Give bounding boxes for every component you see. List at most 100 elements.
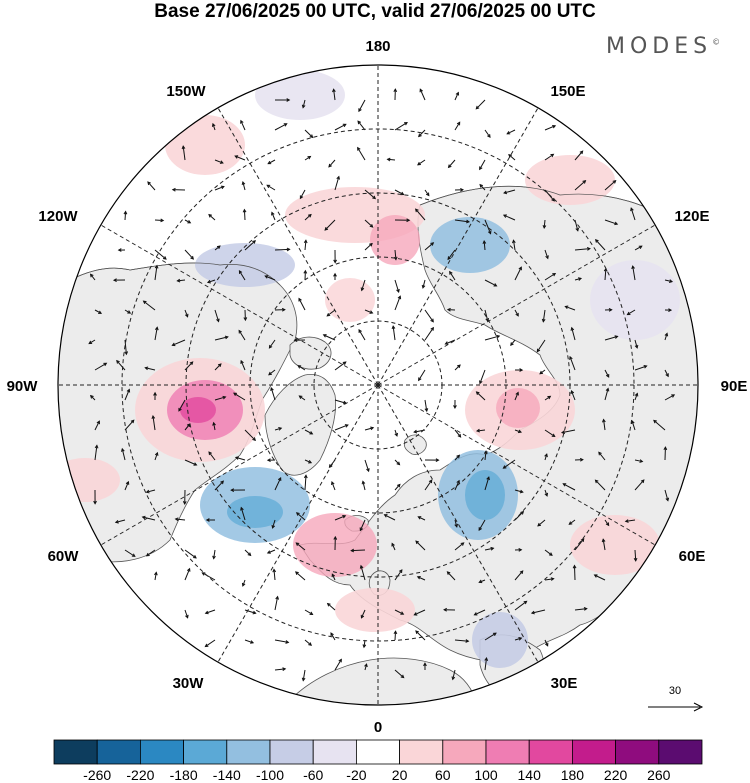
- wind-arrowhead: [594, 479, 599, 484]
- wind-arrowhead: [475, 105, 480, 110]
- wind-arrowhead: [326, 602, 331, 607]
- anomaly-positive-bering: [370, 215, 420, 265]
- wind-arrow: [121, 448, 126, 461]
- wind-arrow: [326, 309, 336, 317]
- wind-arrowhead: [206, 279, 211, 284]
- wind-arrow: [175, 518, 186, 521]
- colorbar-swatch: [442, 739, 487, 765]
- wind-arrow: [90, 273, 96, 281]
- wind-arrow: [598, 451, 606, 461]
- wind-arrowhead: [446, 307, 451, 312]
- wind-arrow: [213, 422, 216, 431]
- wind-arrow: [357, 120, 366, 131]
- wind-arrow: [484, 129, 491, 138]
- wind-arrow: [483, 240, 486, 251]
- wind-arrow: [653, 420, 666, 431]
- wind-arrowhead: [153, 391, 157, 396]
- wind-arrowhead: [370, 426, 375, 431]
- wind-arrow: [503, 189, 516, 194]
- colorbar-tick-label: -140: [213, 767, 241, 783]
- wind-arrow: [304, 609, 313, 615]
- brand-logo: MODES©: [606, 34, 720, 59]
- colorbar-swatch: [269, 739, 314, 765]
- anomaly-negative-npacific: [255, 70, 345, 120]
- vector-reference-value: 30: [669, 685, 681, 697]
- wind-arrow: [324, 219, 336, 231]
- wind-arrow: [330, 632, 336, 641]
- wind-arrowhead: [570, 326, 575, 331]
- wind-arrowhead: [536, 348, 541, 353]
- wind-arrow: [208, 214, 216, 221]
- wind-arrowhead: [479, 183, 484, 188]
- wind-arrowhead: [89, 394, 94, 399]
- wind-arrowhead: [400, 191, 405, 196]
- wind-arrow: [571, 390, 576, 401]
- colorbar-tick-label: 260: [647, 767, 671, 783]
- wind-arrow: [604, 335, 618, 341]
- arctic-islands-land: [289, 336, 332, 370]
- wind-arrow: [124, 549, 136, 557]
- colorbar-swatch: [53, 739, 98, 765]
- wind-arrow: [632, 266, 636, 281]
- longitude-labels: 180 150E 120E 90E 60E 30E 0 30W 60W 90W …: [7, 38, 748, 736]
- wind-arrow: [359, 519, 366, 531]
- wind-arrowhead: [626, 311, 631, 316]
- wind-arrowhead: [264, 275, 269, 279]
- wind-arrowhead: [121, 447, 125, 452]
- wind-arrow: [542, 309, 546, 322]
- wind-arrow: [604, 519, 610, 526]
- wind-arrowhead: [443, 607, 448, 612]
- wind-arrowhead: [449, 270, 453, 275]
- wind-arrowhead: [182, 501, 187, 505]
- wind-arrowhead: [393, 88, 398, 93]
- wind-arrow: [364, 427, 374, 431]
- wind-arrowhead: [220, 185, 225, 190]
- wind-arrowhead: [397, 295, 402, 300]
- wind-arrow: [214, 159, 224, 164]
- wind-arrow: [295, 542, 306, 551]
- wind-arrowhead: [217, 363, 222, 368]
- wind-arrowhead: [602, 418, 606, 423]
- wind-arrowhead: [640, 479, 645, 484]
- wind-arrow: [214, 396, 226, 401]
- wind-arrowhead: [285, 640, 290, 644]
- wind-arrowhead: [222, 395, 227, 400]
- wind-arrow: [418, 129, 426, 137]
- wind-arrow: [115, 519, 126, 523]
- wind-arrowhead: [453, 405, 457, 410]
- wind-arrow: [604, 180, 616, 191]
- wind-arrowhead: [550, 153, 555, 158]
- wind-arrow: [392, 326, 396, 341]
- meridian-line: [377, 224, 656, 386]
- wind-arrowhead: [456, 479, 460, 484]
- wind-arrowhead: [242, 208, 247, 213]
- wind-arrowhead: [103, 362, 108, 367]
- wind-arrowhead: [336, 175, 340, 180]
- lon-label-90w: 90W: [7, 378, 39, 395]
- colorbar-swatch: [226, 739, 271, 765]
- wind-arrowhead: [332, 88, 336, 93]
- vector-reference: 30: [648, 685, 704, 712]
- wind-arrowhead: [560, 430, 566, 435]
- wind-arrow: [243, 209, 246, 221]
- wind-arrowhead: [510, 342, 514, 347]
- wind-arrowhead: [252, 610, 257, 615]
- wind-arrow: [304, 129, 313, 138]
- wind-arrowhead: [400, 674, 405, 679]
- wind-arrow: [514, 600, 527, 611]
- wind-arrowhead: [664, 332, 669, 337]
- wind-arrowhead: [240, 119, 244, 124]
- wind-arrow: [604, 219, 618, 225]
- wind-arrowhead: [193, 462, 198, 466]
- map-title: Base 27/06/2025 00 UTC, valid 27/06/2025…: [154, 1, 596, 22]
- wind-arrowhead: [185, 614, 189, 619]
- wind-arrow: [448, 159, 456, 168]
- wind-arrow: [88, 339, 96, 344]
- wind-arrow: [214, 363, 222, 371]
- wind-arrowhead: [484, 656, 489, 661]
- wind-arrowhead: [580, 538, 585, 542]
- anomaly-positive-mediterranean: [335, 588, 415, 632]
- wind-arrow: [544, 639, 549, 646]
- meridian-line: [377, 107, 539, 386]
